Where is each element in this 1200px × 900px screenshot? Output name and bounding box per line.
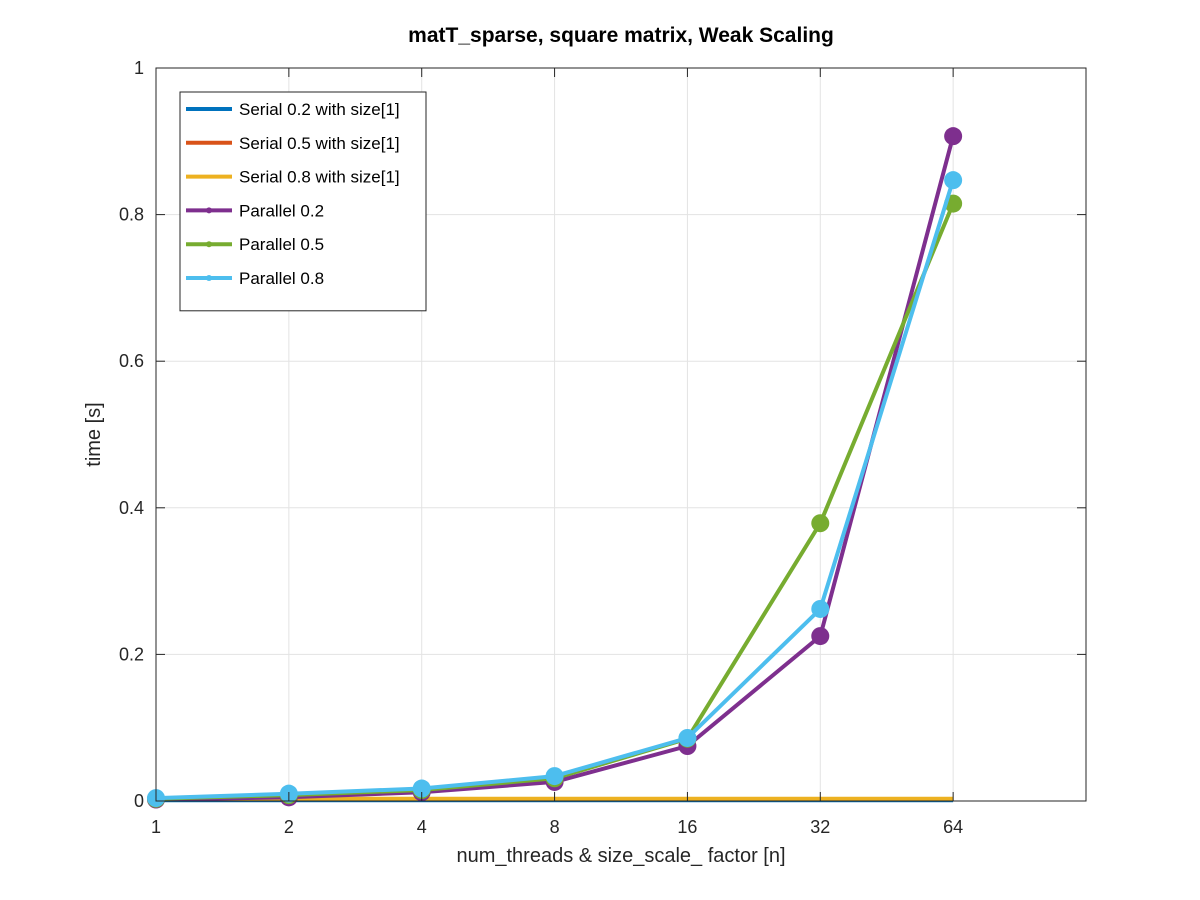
- data-point: [811, 627, 830, 646]
- data-point: [811, 514, 830, 533]
- legend-label: Parallel 0.8: [239, 269, 324, 288]
- legend-label: Parallel 0.2: [239, 201, 324, 220]
- y-tick-label: 1: [134, 58, 144, 78]
- x-tick-label: 4: [417, 817, 427, 837]
- legend-label: Serial 0.8 with size[1]: [239, 168, 400, 187]
- legend-marker: [206, 241, 212, 248]
- y-tick-label: 0.4: [119, 498, 144, 518]
- x-tick-label: 1: [151, 817, 161, 837]
- legend-label: Serial 0.2 with size[1]: [239, 100, 400, 119]
- data-point: [944, 127, 963, 146]
- legend: Serial 0.2 with size[1] Serial 0.5 with s…: [179, 91, 427, 312]
- y-tick-label: 0.8: [119, 205, 144, 225]
- legend-entry: Parallel 0.2: [186, 201, 324, 220]
- x-tick-label: 64: [943, 817, 963, 837]
- data-point: [678, 728, 697, 747]
- x-tick-label: 2: [284, 817, 294, 837]
- tick-layer: 1 2 4 8 16 32 64 0 0.2 0.4 0.6 0.8 1: [119, 58, 1086, 837]
- plot-frame: [155, 67, 1087, 802]
- data-point: [944, 171, 963, 190]
- legend-entry: Parallel 0.5: [186, 235, 324, 254]
- legend-label: Serial 0.5 with size[1]: [239, 134, 400, 153]
- data-point: [412, 779, 431, 798]
- y-tick-label: 0: [134, 791, 144, 811]
- legend-box: [179, 91, 427, 312]
- legend-entry: Serial 0.8 with size[1]: [186, 168, 400, 187]
- legend-entry: Serial 0.2 with size[1]: [186, 100, 400, 119]
- data-point: [545, 767, 564, 786]
- legend-entry: Serial 0.5 with size[1]: [186, 134, 400, 153]
- y-tick-label: 0.6: [119, 351, 144, 371]
- x-tick-label: 32: [810, 817, 830, 837]
- legend-marker: [206, 207, 212, 214]
- y-tick-label: 0.2: [119, 644, 144, 664]
- x-axis-label: num_threads & size_scale_ factor [n]: [456, 845, 785, 867]
- y-axis-label: time [s]: [83, 402, 105, 466]
- x-tick-label: 16: [677, 817, 697, 837]
- legend-entry: Parallel 0.8: [186, 269, 324, 288]
- x-tick-label: 8: [550, 817, 560, 837]
- chart-title: matT_sparse, square matrix, Weak Scaling: [408, 24, 834, 47]
- data-point: [811, 599, 830, 618]
- legend-label: Parallel 0.5: [239, 235, 324, 254]
- legend-marker: [206, 275, 212, 281]
